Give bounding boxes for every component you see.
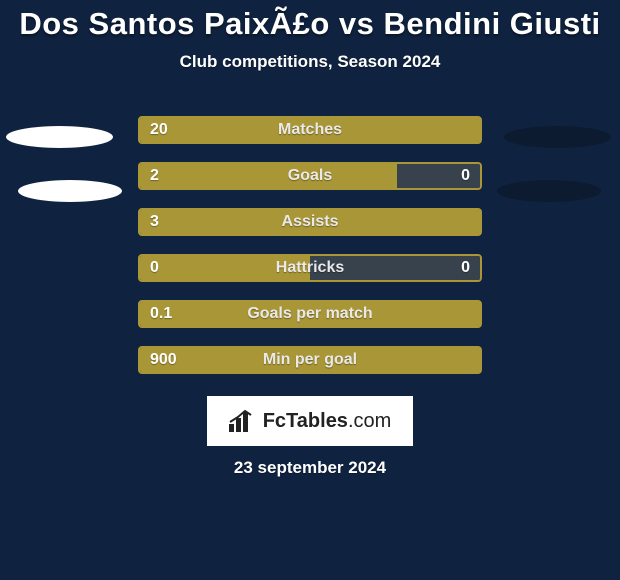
stat-value-right: 0 bbox=[461, 167, 470, 185]
stat-label: Assists bbox=[282, 213, 339, 231]
stat-value-left: 0.1 bbox=[150, 305, 172, 323]
stat-bar-track: 0.1 Goals per match bbox=[138, 300, 482, 328]
logo-box: FcTables.com bbox=[207, 396, 413, 446]
stat-row: 3 Assists bbox=[0, 208, 620, 236]
left-ellipse bbox=[18, 180, 122, 202]
stat-label: Hattricks bbox=[276, 259, 344, 277]
left-ellipse bbox=[6, 126, 113, 148]
stat-bar-track: 2 0 Goals bbox=[138, 162, 482, 190]
subtitle: Club competitions, Season 2024 bbox=[0, 52, 620, 72]
stat-label: Goals bbox=[288, 167, 332, 185]
stat-label: Matches bbox=[278, 121, 342, 139]
stat-value-left: 20 bbox=[150, 121, 168, 139]
stat-row: 900 Min per goal bbox=[0, 346, 620, 374]
footer-date: 23 september 2024 bbox=[0, 458, 620, 478]
stat-bar-track: 900 Min per goal bbox=[138, 346, 482, 374]
stat-value-left: 0 bbox=[150, 259, 159, 277]
stat-bar-track: 20 Matches bbox=[138, 116, 482, 144]
stat-value-left: 3 bbox=[150, 213, 159, 231]
right-ellipse bbox=[504, 126, 611, 148]
logo-thin: .com bbox=[348, 410, 391, 432]
stat-label: Min per goal bbox=[263, 351, 357, 369]
page-title: Dos Santos PaixÃ£o vs Bendini Giusti bbox=[0, 0, 620, 42]
logo-strong: FcTables bbox=[263, 410, 348, 432]
stat-value-left: 2 bbox=[150, 167, 159, 185]
stat-value-left: 900 bbox=[150, 351, 177, 369]
stat-label: Goals per match bbox=[247, 305, 372, 323]
comparison-infographic: Dos Santos PaixÃ£o vs Bendini Giusti Clu… bbox=[0, 0, 620, 580]
stat-value-right: 0 bbox=[461, 259, 470, 277]
bars-icon bbox=[229, 410, 257, 432]
stat-fill-left bbox=[140, 164, 397, 188]
stat-row: 0.1 Goals per match bbox=[0, 300, 620, 328]
stat-bar-track: 3 Assists bbox=[138, 208, 482, 236]
right-ellipse bbox=[497, 180, 601, 202]
stat-bar-track: 0 0 Hattricks bbox=[138, 254, 482, 282]
logo-text: FcTables.com bbox=[263, 410, 392, 433]
stat-row: 0 0 Hattricks bbox=[0, 254, 620, 282]
stat-bars: 20Matches20Goals3Assists00Hattricks0.1Go… bbox=[0, 116, 620, 374]
